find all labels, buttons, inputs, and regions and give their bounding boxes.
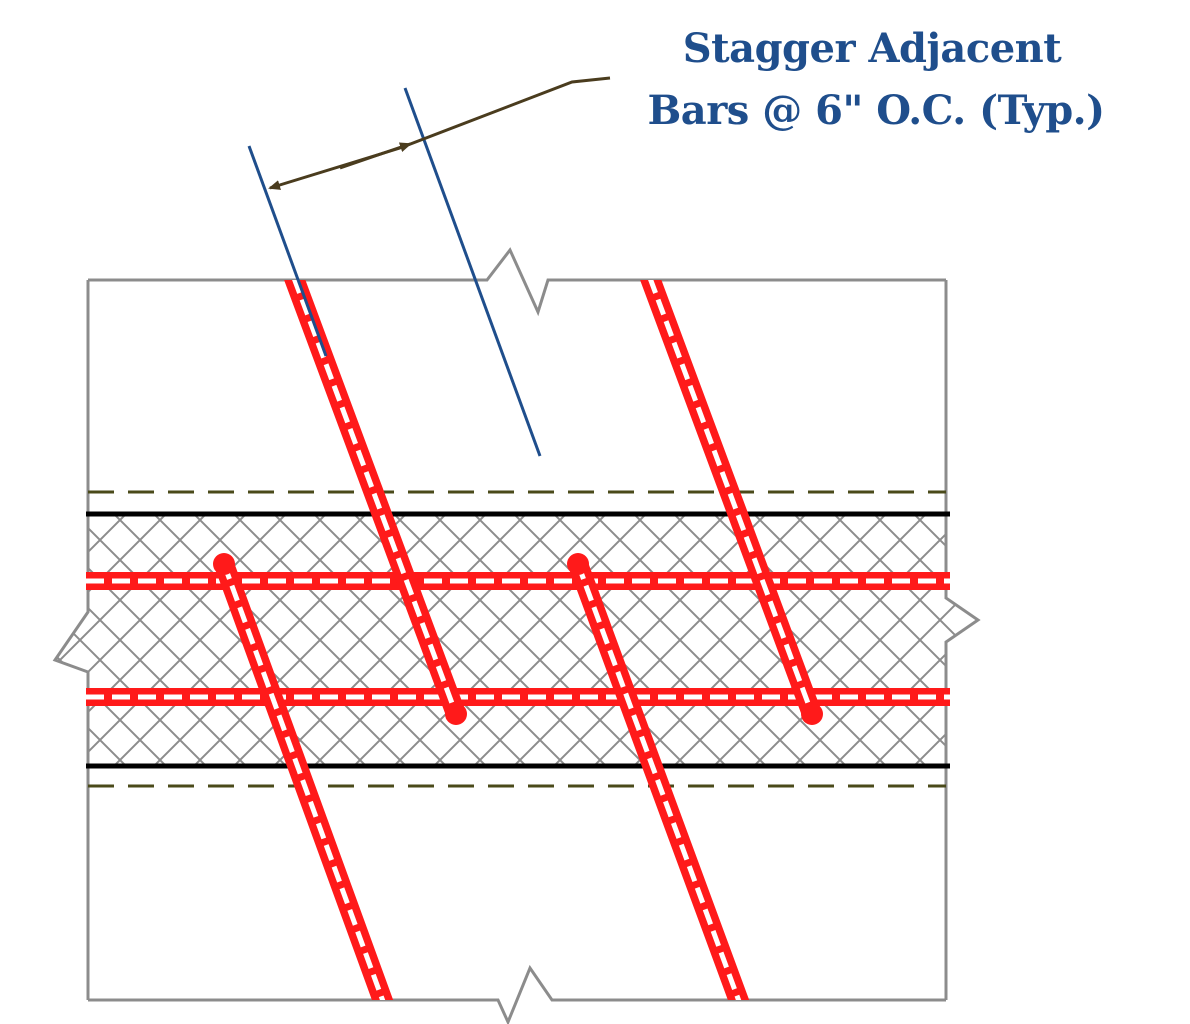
dimension-arrow-right xyxy=(339,142,412,170)
annotation-note: Stagger Adjacent Bars @ 6" O.C. (Typ.) xyxy=(647,25,1105,134)
diagonal-bar-upper-left xyxy=(284,268,466,724)
lower-horizontal-bar xyxy=(86,688,950,706)
dashed-lines xyxy=(88,490,946,788)
hook-upper-mid xyxy=(567,553,589,575)
leader-line xyxy=(399,76,611,150)
right-edge xyxy=(944,280,981,1000)
extension-lines xyxy=(247,87,542,457)
bottom-edge xyxy=(88,964,946,1024)
diagonal-bar-lower-left xyxy=(214,554,394,1014)
extension-line-left xyxy=(247,145,328,357)
annotation-line-1: Stagger Adjacent xyxy=(683,25,1062,72)
hook-lower-right xyxy=(801,703,823,725)
hatched-core xyxy=(55,514,978,766)
extension-line-right xyxy=(403,87,542,457)
diagonal-bars xyxy=(214,268,822,1014)
hook-lower-left xyxy=(445,703,467,725)
diagonal-bar-lower-right xyxy=(568,554,750,1014)
hook-upper-left xyxy=(213,553,235,575)
upper-horizontal-bar xyxy=(86,572,950,590)
annotation-line-2: Bars @ 6" O.C. (Typ.) xyxy=(647,87,1104,134)
slab-lines xyxy=(86,511,950,769)
bar-hooks xyxy=(213,553,823,725)
top-edge xyxy=(88,247,946,317)
diagonal-bar-upper-right xyxy=(640,268,822,724)
dimension-leader xyxy=(268,76,611,190)
